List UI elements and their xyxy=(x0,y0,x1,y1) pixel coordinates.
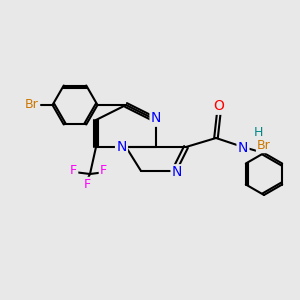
Text: N: N xyxy=(116,140,127,154)
Text: N: N xyxy=(238,142,248,155)
Text: Br: Br xyxy=(257,139,271,152)
Text: Br: Br xyxy=(25,98,38,112)
Text: H: H xyxy=(253,125,263,139)
Text: F: F xyxy=(100,164,107,178)
Text: O: O xyxy=(214,100,224,113)
Text: N: N xyxy=(151,112,161,125)
Text: N: N xyxy=(172,166,182,179)
Text: F: F xyxy=(83,178,91,191)
Text: F: F xyxy=(70,164,77,178)
